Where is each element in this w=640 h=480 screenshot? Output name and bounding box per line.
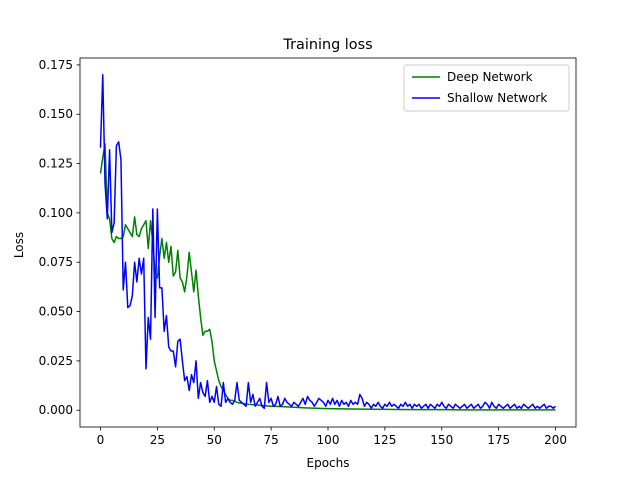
x-tick-label: 75: [263, 433, 278, 447]
y-axis-label: Loss: [12, 232, 26, 258]
legend: Deep Network Shallow Network: [403, 64, 570, 112]
y-tick-label: 0.100: [39, 206, 73, 220]
y-tick-label: 0.125: [39, 157, 73, 171]
x-tick-label: 175: [487, 433, 510, 447]
chart-title: Training loss: [282, 37, 372, 53]
x-tick-label: 125: [373, 433, 396, 447]
x-tick-label: 150: [430, 433, 453, 447]
x-tick-label: 50: [207, 433, 222, 447]
series-line-shallow-network: [99, 74, 557, 409]
y-tick-label: 0.050: [39, 305, 73, 319]
y-tick-label: 0.075: [39, 255, 73, 269]
y-tick-label: 0.025: [39, 354, 73, 368]
series-line-deep-network: [99, 143, 556, 411]
x-tick-label: 100: [317, 433, 340, 447]
x-tick-label: 0: [97, 433, 105, 447]
y-tick-label: 0.000: [39, 403, 73, 417]
axes-layer: 0 25 50 75 100 125 150 175 200 0.000 0.025 0.050 0.0…: [39, 57, 577, 447]
legend-label-shallow-network: Shallow Network: [447, 91, 547, 105]
legend-label-deep-network: Deep Network: [447, 70, 533, 84]
x-axis-label: Epochs: [307, 456, 350, 470]
x-tick-label: 200: [544, 433, 567, 447]
x-tick-label: 25: [150, 433, 165, 447]
y-tick-label: 0.150: [39, 107, 73, 121]
series-layer: [99, 74, 557, 411]
y-tick-label: 0.175: [39, 58, 73, 72]
legend-box: [403, 64, 570, 112]
